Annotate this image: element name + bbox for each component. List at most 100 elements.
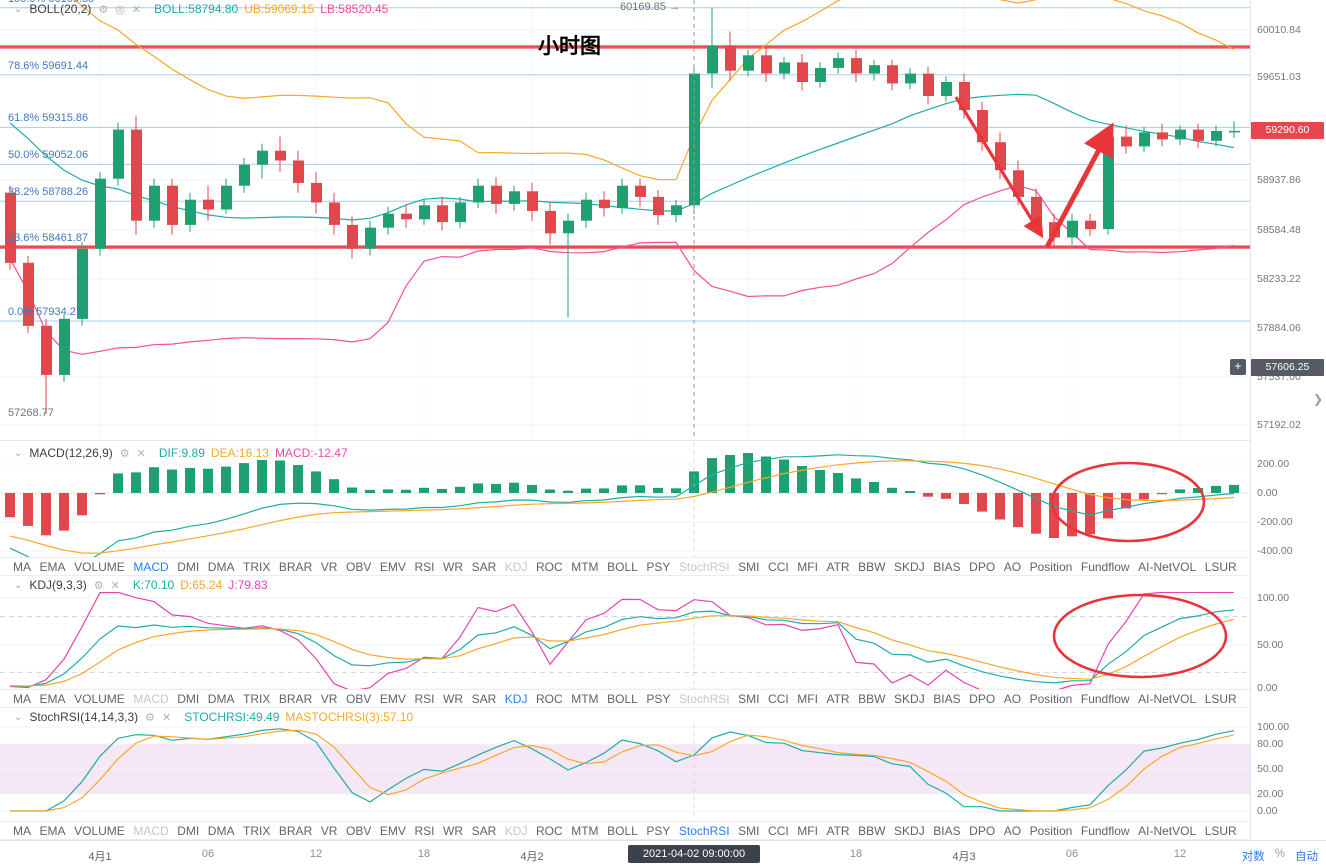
indicator-tab-ema[interactable]: EMA [39,559,66,574]
scale-toggle-对数[interactable]: 对数 [1241,851,1265,863]
indicator-tab-position[interactable]: Position [1029,559,1073,574]
indicator-tab-ai-netvol[interactable]: AI-NetVOL [1138,559,1197,574]
indicator-tab-stochrsi[interactable]: StochRSI [678,559,730,574]
indicator-tab-volume[interactable]: VOLUME [74,559,125,574]
indicator-tab-lsur[interactable]: LSUR [1204,691,1237,706]
indicator-tab-position[interactable]: Position [1029,691,1073,706]
indicator-tab-trix[interactable]: TRIX [243,559,271,574]
indicator-tab-vr[interactable]: VR [320,823,338,838]
indicator-tab-brar[interactable]: BRAR [278,823,313,838]
indicator-tab-smi[interactable]: SMI [738,559,760,574]
indicator-tab-psy[interactable]: PSY [646,691,671,706]
indicator-tab-obv[interactable]: OBV [346,559,372,574]
indicator-tab-kdj[interactable]: KDJ [504,823,528,838]
indicator-tab-atr[interactable]: ATR [826,559,850,574]
indicator-tab-roc[interactable]: ROC [536,559,563,574]
indicator-tab-trix[interactable]: TRIX [243,691,271,706]
close-icon[interactable]: ✕ [136,447,146,460]
time-axis[interactable]: 12064月31812064月21812064月1 2021-04-02 09:… [0,840,1326,867]
indicator-tab-sar[interactable]: SAR [471,559,497,574]
scale-toggle-自动[interactable]: 自动 [1295,851,1318,863]
collapse-chevron-icon[interactable]: ⌄ [14,711,23,723]
indicator-tab-obv[interactable]: OBV [346,823,372,838]
indicator-tab-macd[interactable]: MACD [133,691,169,706]
indicator-tab-skdj[interactable]: SKDJ [894,823,925,838]
indicator-tab-psy[interactable]: PSY [646,559,671,574]
indicator-tab-dmi[interactable]: DMI [177,559,200,574]
drawn-arrow-down[interactable] [954,96,1044,239]
add-order-plus-button[interactable]: + [1230,359,1246,375]
indicator-tab-fundflow[interactable]: Fundflow [1080,823,1130,838]
indicator-tab-vr[interactable]: VR [320,691,338,706]
indicator-tab-smi[interactable]: SMI [738,823,760,838]
drawn-arrow-up[interactable] [1044,122,1114,249]
indicator-tab-brar[interactable]: BRAR [278,559,313,574]
indicator-tab-trix[interactable]: TRIX [243,823,271,838]
indicator-tab-volume[interactable]: VOLUME [74,691,125,706]
indicator-tab-wr[interactable]: WR [443,823,464,838]
indicator-tab-emv[interactable]: EMV [379,691,406,706]
indicator-tab-atr[interactable]: ATR [826,691,850,706]
indicator-tab-ao[interactable]: AO [1003,823,1022,838]
settings-gear-icon[interactable]: ⚙ [145,711,155,724]
indicator-tab-brar[interactable]: BRAR [278,691,313,706]
indicator-tab-dpo[interactable]: DPO [969,823,996,838]
scroll-right-icon[interactable]: ❯ [1313,392,1324,406]
indicator-tab-cci[interactable]: CCI [768,559,789,574]
indicator-tab-boll[interactable]: BOLL [607,691,638,706]
indicator-tab-lsur[interactable]: LSUR [1204,559,1237,574]
indicator-tab-mtm[interactable]: MTM [571,691,599,706]
indicator-tab-kdj[interactable]: KDJ [504,559,528,574]
kdj-panel-chart[interactable] [0,592,1250,691]
stochrsi-panel-chart[interactable] [0,724,1250,821]
indicator-tab-sar[interactable]: SAR [471,823,497,838]
drawn-ellipse-macd[interactable] [1050,461,1206,543]
indicator-tab-dma[interactable]: DMA [207,559,235,574]
indicator-tab-emv[interactable]: EMV [379,559,406,574]
settings-gear-icon[interactable]: ⚙ [119,447,130,460]
indicator-tab-mtm[interactable]: MTM [571,823,599,838]
visibility-eye-icon[interactable]: ◎ [115,3,125,16]
close-icon[interactable]: ✕ [162,711,172,724]
indicator-tab-cci[interactable]: CCI [768,691,789,706]
indicator-tab-bbw[interactable]: BBW [858,691,886,706]
indicator-tab-mfi[interactable]: MFI [797,559,818,574]
indicator-tab-lsur[interactable]: LSUR [1204,823,1237,838]
macd-panel-chart[interactable] [0,443,1250,557]
indicator-tab-dmi[interactable]: DMI [177,823,200,838]
indicator-tab-roc[interactable]: ROC [536,823,563,838]
indicator-tab-dpo[interactable]: DPO [969,691,996,706]
collapse-chevron-icon[interactable]: ⌄ [14,447,23,459]
drawn-text-annotation[interactable]: 小时图 [538,35,601,58]
indicator-tab-dpo[interactable]: DPO [969,559,996,574]
main-candlestick-chart[interactable] [0,0,1250,440]
indicator-tab-rsi[interactable]: RSI [414,823,435,838]
indicator-tab-bias[interactable]: BIAS [933,559,961,574]
indicator-tab-psy[interactable]: PSY [646,823,671,838]
indicator-tab-position[interactable]: Position [1029,823,1073,838]
indicator-tab-fundflow[interactable]: Fundflow [1080,559,1130,574]
indicator-tab-cci[interactable]: CCI [768,823,789,838]
indicator-tab-ao[interactable]: AO [1003,559,1022,574]
indicator-tab-emv[interactable]: EMV [379,823,406,838]
indicator-tab-bbw[interactable]: BBW [858,823,886,838]
close-icon[interactable]: ✕ [110,579,120,592]
indicator-tab-stochrsi[interactable]: StochRSI [678,823,730,838]
indicator-tab-boll[interactable]: BOLL [607,559,638,574]
indicator-tab-ma[interactable]: MA [13,559,31,574]
indicator-tab-bbw[interactable]: BBW [858,559,886,574]
indicator-tab-stochrsi[interactable]: StochRSI [678,691,730,706]
indicator-tab-wr[interactable]: WR [443,559,464,574]
indicator-tab-dmi[interactable]: DMI [177,691,200,706]
indicator-tab-ai-netvol[interactable]: AI-NetVOL [1138,823,1197,838]
indicator-tab-roc[interactable]: ROC [536,691,563,706]
indicator-tab-rsi[interactable]: RSI [414,691,435,706]
indicator-tab-skdj[interactable]: SKDJ [894,559,925,574]
indicator-tab-ema[interactable]: EMA [39,823,66,838]
indicator-tab-volume[interactable]: VOLUME [74,823,125,838]
fibonacci-lines[interactable] [0,7,1250,322]
indicator-tab-ai-netvol[interactable]: AI-NetVOL [1138,691,1197,706]
indicator-tab-skdj[interactable]: SKDJ [894,691,925,706]
price-axis[interactable]: 60010.84 59651.03 58937.86 58584.48 58233.22… [1250,0,1326,840]
collapse-chevron-icon[interactable]: ⌄ [14,579,23,591]
